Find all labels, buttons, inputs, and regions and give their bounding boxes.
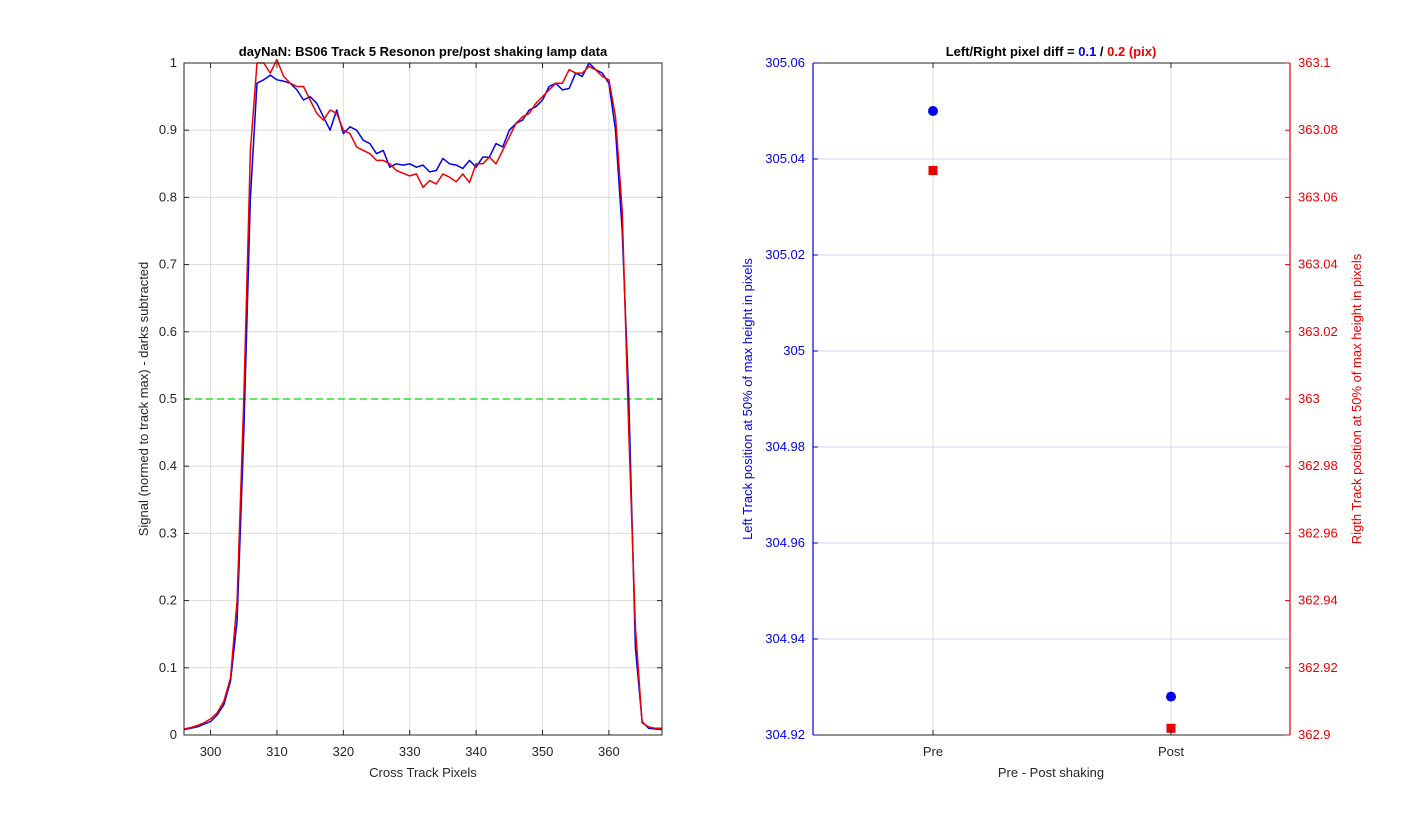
left-position-point-post [1166, 691, 1176, 702]
right-plot-marks [928, 106, 1176, 733]
left-position-point-pre [928, 106, 938, 116]
right-tick-label: 362.98 [1298, 458, 1338, 473]
x-tick-label: 330 [399, 744, 421, 759]
y-tick-label: 0.8 [159, 189, 177, 204]
left-tick-label: 304.96 [765, 535, 805, 550]
right-plot-ticks: Pre Post 304.92 304.94 304.96 304.98 305 305.02… [765, 55, 1338, 759]
left-tick-label: 305.04 [765, 151, 805, 166]
left-plot-ylabel: Signal (normed to track max) - darks sub… [136, 262, 151, 537]
left-tick-label: 304.98 [765, 439, 805, 454]
x-tick-label: 350 [532, 744, 554, 759]
y-tick-label: 0.5 [159, 391, 177, 406]
x-tick-label: 300 [200, 744, 222, 759]
right-tick-label: 363.06 [1298, 189, 1338, 204]
right-tick-label: 363.08 [1298, 122, 1338, 137]
category-label: Post [1158, 744, 1184, 759]
x-tick-label: 360 [598, 744, 620, 759]
x-tick-label: 310 [266, 744, 288, 759]
title-unit: (pix) [1125, 44, 1156, 59]
left-plot-ticks: 300 310 320 330 340 350 360 0 0.1 0.2 0.3 0.4 0.5 0.6… [159, 55, 662, 759]
right-position-point-pre [928, 166, 938, 176]
title-left-diff: 0.1 [1078, 44, 1096, 59]
y-tick-label: 0.6 [159, 324, 177, 339]
left-tick-label: 305 [783, 343, 805, 358]
right-tick-label: 362.9 [1298, 727, 1331, 742]
y-tick-label: 0.1 [159, 660, 177, 675]
category-label: Pre [923, 744, 943, 759]
right-tick-label: 362.96 [1298, 525, 1338, 540]
left-tick-label: 305.02 [765, 247, 805, 262]
right-tick-label: 362.92 [1298, 660, 1338, 675]
right-position-point-post [1166, 723, 1176, 733]
title-part: Left/Right pixel diff = [946, 44, 1079, 59]
left-axis-label: Left Track position at 50% of max height… [740, 258, 755, 540]
left-plot-title: dayNaN: BS06 Track 5 Resonon pre/post sh… [239, 44, 608, 59]
y-tick-label: 0.7 [159, 257, 177, 272]
right-tick-label: 362.94 [1298, 593, 1338, 608]
right-tick-label: 363.04 [1298, 257, 1338, 272]
right-axis-label: Rigth Track position at 50% of max heigh… [1349, 253, 1364, 544]
left-tick-label: 305.06 [765, 55, 805, 70]
y-tick-label: 0 [170, 727, 177, 742]
pre-shaking-line [183, 62, 663, 731]
right-plot-area [813, 63, 1290, 735]
right-tick-label: 363.02 [1298, 324, 1338, 339]
y-tick-label: 0.3 [159, 525, 177, 540]
y-tick-label: 0.9 [159, 122, 177, 137]
y-tick-label: 1 [170, 55, 177, 70]
title-right-diff: 0.2 [1107, 44, 1125, 59]
right-tick-label: 363.1 [1298, 55, 1331, 70]
y-tick-label: 0.2 [159, 593, 177, 608]
x-tick-label: 320 [332, 744, 354, 759]
left-tick-label: 304.94 [765, 631, 805, 646]
right-plot-xlabel: Pre - Post shaking [998, 765, 1104, 780]
left-plot: 300 310 320 330 340 350 360 0 0.1 0.2 0.3 0.4 0.5 0.6… [136, 44, 663, 780]
y-tick-label: 0.4 [159, 458, 177, 473]
title-part: / [1096, 44, 1107, 59]
left-plot-xlabel: Cross Track Pixels [369, 765, 477, 780]
x-tick-label: 340 [465, 744, 487, 759]
right-tick-label: 363 [1298, 391, 1320, 406]
right-plot-title: Left/Right pixel diff = 0.1 / 0.2 (pix) [946, 44, 1157, 59]
left-tick-label: 304.92 [765, 727, 805, 742]
right-plot: Pre Post 304.92 304.94 304.96 304.98 305 305.02… [740, 44, 1364, 780]
